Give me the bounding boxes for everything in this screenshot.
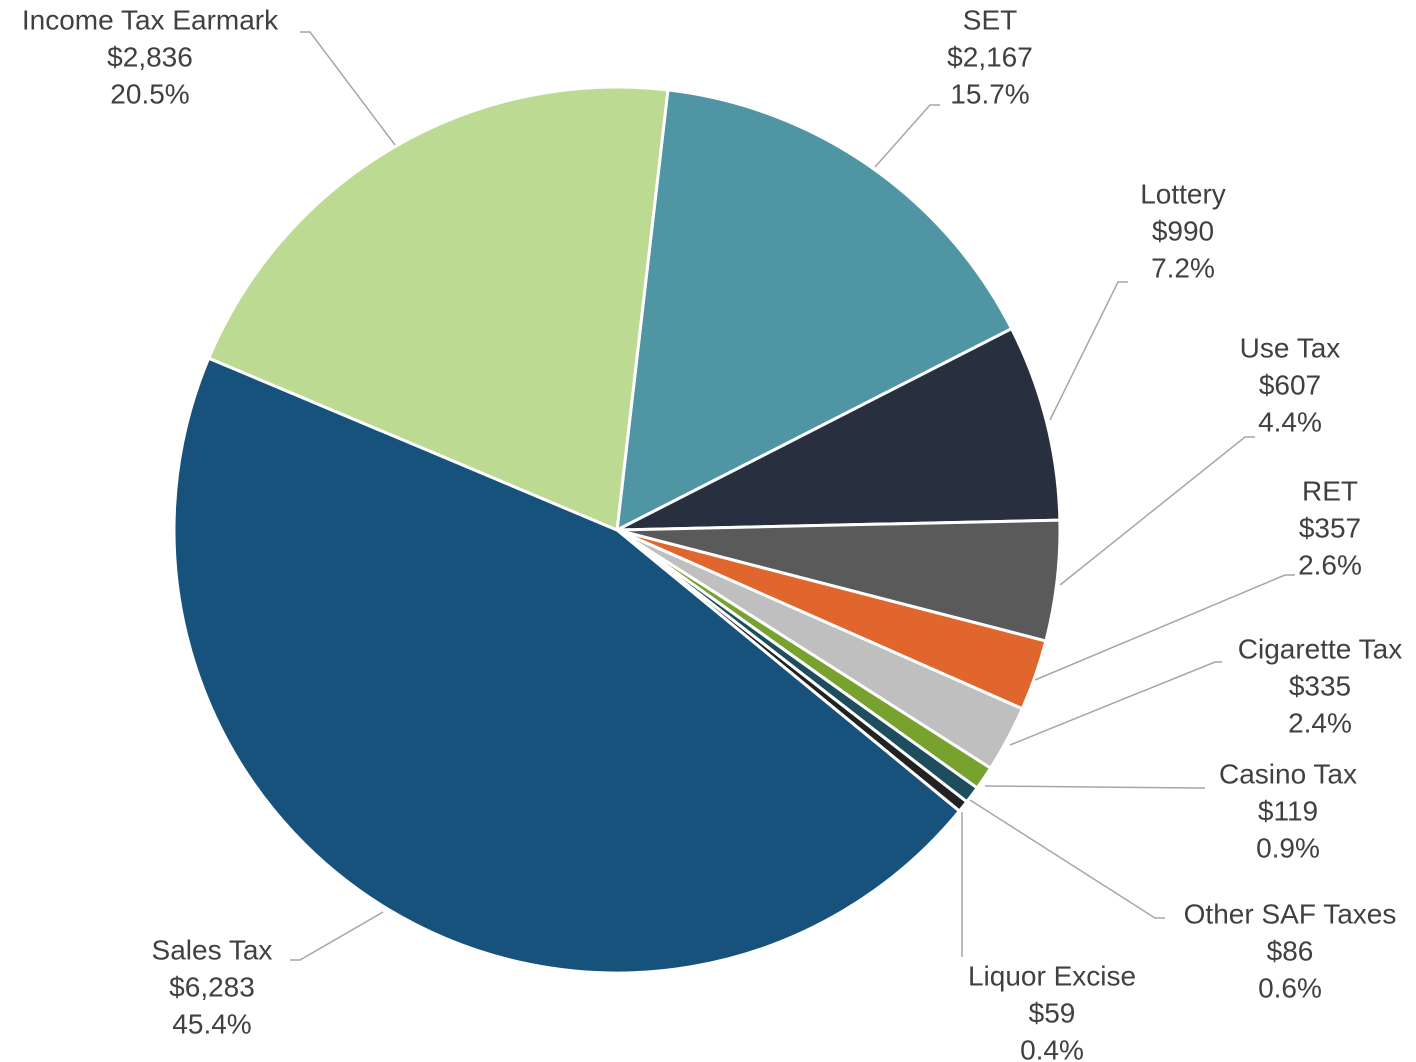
leader-line — [969, 799, 1165, 919]
percent-label: 7.2% — [1151, 252, 1215, 283]
leader-line — [1034, 574, 1295, 681]
leader-line — [290, 911, 384, 961]
pie-slice — [615, 88, 1014, 533]
slice-label: SET — [963, 4, 1017, 35]
leader-line — [300, 31, 396, 146]
value-label: $990 — [1152, 215, 1214, 246]
value-label: $357 — [1299, 512, 1361, 543]
value-label: $607 — [1259, 369, 1321, 400]
value-label: $2,167 — [947, 41, 1033, 72]
percent-label: 15.7% — [950, 78, 1029, 109]
pie-slice — [172, 356, 962, 975]
leader-line — [1009, 661, 1222, 746]
value-label: $86 — [1267, 935, 1314, 966]
value-label: $2,836 — [107, 41, 193, 72]
leader-line — [874, 104, 940, 168]
percent-label: 2.4% — [1288, 707, 1352, 738]
percent-label: 20.5% — [110, 78, 189, 109]
value-label: $119 — [1258, 795, 1318, 826]
percent-label: 45.4% — [172, 1008, 251, 1039]
value-label: $6,283 — [169, 971, 255, 1002]
slice-label: Lottery — [1140, 178, 1226, 209]
value-label: $59 — [1029, 997, 1076, 1028]
slice-label: Other SAF Taxes — [1184, 898, 1397, 929]
slice-label: Sales Tax — [152, 934, 273, 965]
pie-slice — [206, 85, 670, 533]
slice-label: Cigarette Tax — [1238, 633, 1402, 664]
percent-label: 4.4% — [1258, 406, 1322, 437]
value-label: $335 — [1289, 670, 1351, 701]
pie-slice — [616, 326, 1062, 532]
slice-label: Liquor Excise — [968, 960, 1136, 991]
slice-label: Income Tax Earmark — [22, 4, 279, 35]
percent-label: 0.6% — [1258, 972, 1322, 1003]
leader-line — [1059, 436, 1255, 586]
leader-line — [1049, 281, 1128, 421]
percent-label: 0.9% — [1256, 832, 1320, 863]
slice-label: RET — [1302, 475, 1358, 506]
percent-label: 2.6% — [1298, 549, 1362, 580]
percent-label: 0.4% — [1020, 1034, 1084, 1062]
slice-label: Use Tax — [1240, 332, 1341, 363]
slice-label: Casino Tax — [1219, 758, 1357, 789]
leader-line — [984, 785, 1205, 789]
